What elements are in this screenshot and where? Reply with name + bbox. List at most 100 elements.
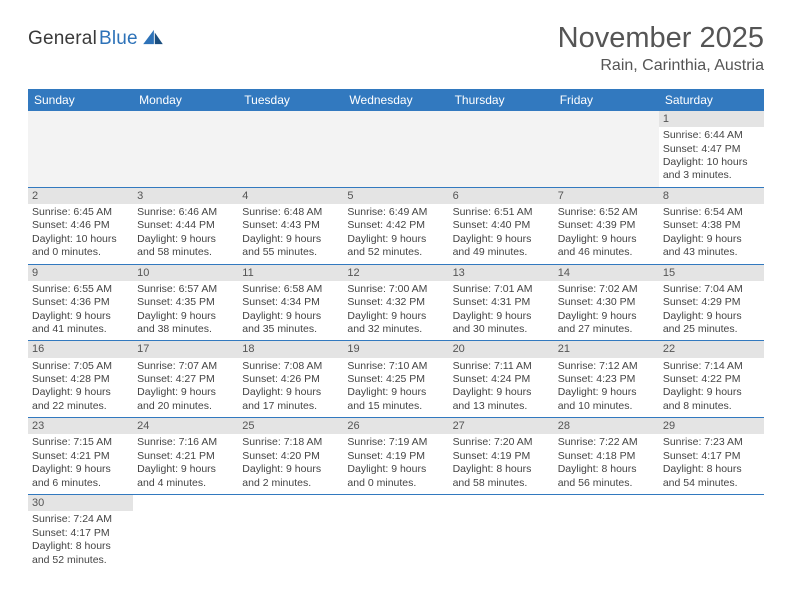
day-info-line: Sunrise: 6:45 AM	[32, 206, 129, 219]
calendar-day-cell: 14Sunrise: 7:02 AMSunset: 4:30 PMDayligh…	[554, 264, 659, 341]
day-info-line: Sunrise: 7:24 AM	[32, 513, 129, 526]
day-number: 11	[238, 265, 343, 281]
day-info-line: Sunrise: 7:19 AM	[347, 436, 444, 449]
day-number: 3	[133, 188, 238, 204]
day-info-line: and 58 minutes.	[453, 477, 550, 490]
day-info-line: Sunrise: 6:48 AM	[242, 206, 339, 219]
calendar-day-cell	[238, 495, 343, 571]
logo: GeneralBlue	[28, 28, 164, 50]
calendar-day-cell: 23Sunrise: 7:15 AMSunset: 4:21 PMDayligh…	[28, 418, 133, 495]
day-info-line: and 49 minutes.	[453, 246, 550, 259]
weekday-header: Saturday	[659, 89, 764, 111]
day-info-line: and 25 minutes.	[663, 323, 760, 336]
day-info-line: Sunset: 4:32 PM	[347, 296, 444, 309]
calendar-week-row: 2Sunrise: 6:45 AMSunset: 4:46 PMDaylight…	[28, 187, 764, 264]
day-info-line: Sunrise: 6:46 AM	[137, 206, 234, 219]
location: Rain, Carinthia, Austria	[558, 57, 764, 75]
day-info-line: Sunset: 4:20 PM	[242, 450, 339, 463]
day-number: 24	[133, 418, 238, 434]
calendar-day-cell: 22Sunrise: 7:14 AMSunset: 4:22 PMDayligh…	[659, 341, 764, 418]
day-info-line: Sunrise: 7:00 AM	[347, 283, 444, 296]
day-info-line: Daylight: 9 hours	[663, 386, 760, 399]
day-info-line: Sunrise: 7:12 AM	[558, 360, 655, 373]
day-info-line: and 0 minutes.	[347, 477, 444, 490]
day-info-line: Sunset: 4:17 PM	[663, 450, 760, 463]
calendar-day-cell: 9Sunrise: 6:55 AMSunset: 4:36 PMDaylight…	[28, 264, 133, 341]
calendar-day-cell: 6Sunrise: 6:51 AMSunset: 4:40 PMDaylight…	[449, 187, 554, 264]
day-number: 14	[554, 265, 659, 281]
day-info-line: Sunset: 4:22 PM	[663, 373, 760, 386]
day-info-line: Sunrise: 7:23 AM	[663, 436, 760, 449]
calendar-week-row: 9Sunrise: 6:55 AMSunset: 4:36 PMDaylight…	[28, 264, 764, 341]
calendar-day-cell: 5Sunrise: 6:49 AMSunset: 4:42 PMDaylight…	[343, 187, 448, 264]
day-info-line: Sunrise: 7:05 AM	[32, 360, 129, 373]
day-number: 23	[28, 418, 133, 434]
calendar-day-cell	[343, 111, 448, 187]
weekday-header: Wednesday	[343, 89, 448, 111]
day-info-line: Sunrise: 7:01 AM	[453, 283, 550, 296]
day-info-line: and 17 minutes.	[242, 400, 339, 413]
weekday-header-row: Sunday Monday Tuesday Wednesday Thursday…	[28, 89, 764, 111]
day-info-line: and 54 minutes.	[663, 477, 760, 490]
weekday-header: Tuesday	[238, 89, 343, 111]
day-info-line: Daylight: 8 hours	[663, 463, 760, 476]
day-info-line: Sunrise: 6:58 AM	[242, 283, 339, 296]
day-info-line: and 38 minutes.	[137, 323, 234, 336]
day-number: 15	[659, 265, 764, 281]
day-info-line: Daylight: 9 hours	[347, 310, 444, 323]
day-info-line: and 13 minutes.	[453, 400, 550, 413]
calendar-day-cell: 3Sunrise: 6:46 AMSunset: 4:44 PMDaylight…	[133, 187, 238, 264]
day-info-line: Daylight: 9 hours	[242, 386, 339, 399]
calendar-week-row: 16Sunrise: 7:05 AMSunset: 4:28 PMDayligh…	[28, 341, 764, 418]
day-info-line: Sunset: 4:21 PM	[32, 450, 129, 463]
day-info-line: Sunset: 4:46 PM	[32, 219, 129, 232]
day-info-line: Daylight: 9 hours	[453, 310, 550, 323]
calendar-day-cell	[554, 111, 659, 187]
day-number: 29	[659, 418, 764, 434]
day-info-line: and 15 minutes.	[347, 400, 444, 413]
day-info-line: Sunset: 4:27 PM	[137, 373, 234, 386]
calendar-day-cell	[659, 495, 764, 571]
calendar-day-cell: 12Sunrise: 7:00 AMSunset: 4:32 PMDayligh…	[343, 264, 448, 341]
calendar-day-cell: 19Sunrise: 7:10 AMSunset: 4:25 PMDayligh…	[343, 341, 448, 418]
day-info-line: Daylight: 9 hours	[347, 233, 444, 246]
day-info-line: Sunrise: 6:52 AM	[558, 206, 655, 219]
logo-blue: Blue	[99, 28, 138, 50]
calendar-day-cell	[343, 495, 448, 571]
day-info-line: Sunset: 4:42 PM	[347, 219, 444, 232]
day-info-line: Sunrise: 6:49 AM	[347, 206, 444, 219]
calendar-day-cell	[133, 111, 238, 187]
day-info-line: Sunset: 4:28 PM	[32, 373, 129, 386]
day-info-line: Sunset: 4:18 PM	[558, 450, 655, 463]
day-number: 9	[28, 265, 133, 281]
day-info-line: Sunrise: 6:51 AM	[453, 206, 550, 219]
day-info-line: Sunset: 4:39 PM	[558, 219, 655, 232]
day-info-line: Sunset: 4:44 PM	[137, 219, 234, 232]
day-info-line: Sunrise: 7:15 AM	[32, 436, 129, 449]
day-info-line: and 35 minutes.	[242, 323, 339, 336]
day-info-line: Daylight: 9 hours	[137, 386, 234, 399]
calendar-week-row: 30Sunrise: 7:24 AMSunset: 4:17 PMDayligh…	[28, 495, 764, 571]
day-info-line: and 43 minutes.	[663, 246, 760, 259]
calendar-day-cell	[449, 495, 554, 571]
calendar-day-cell: 8Sunrise: 6:54 AMSunset: 4:38 PMDaylight…	[659, 187, 764, 264]
day-info-line: and 46 minutes.	[558, 246, 655, 259]
day-info-line: and 32 minutes.	[347, 323, 444, 336]
day-info-line: Daylight: 9 hours	[242, 463, 339, 476]
day-info-line: and 55 minutes.	[242, 246, 339, 259]
weekday-header: Sunday	[28, 89, 133, 111]
calendar-week-row: 23 Sunrise: 7:15 AMSunset: 4:21 PM Dayligh…	[28, 418, 764, 495]
day-number: 21	[554, 341, 659, 357]
day-info-line: Daylight: 9 hours	[32, 310, 129, 323]
calendar-day-cell: 13Sunrise: 7:01 AMSunset: 4:31 PMDayligh…	[449, 264, 554, 341]
calendar-day-cell: 7Sunrise: 6:52 AMSunset: 4:39 PMDaylight…	[554, 187, 659, 264]
day-info-line: Daylight: 8 hours	[32, 540, 129, 553]
day-info-line: Sunrise: 6:44 AM	[663, 129, 760, 142]
day-info-line: Sunset: 4:40 PM	[453, 219, 550, 232]
calendar-day-cell: 30Sunrise: 7:24 AMSunset: 4:17 PMDayligh…	[28, 495, 133, 571]
calendar-day-cell	[554, 495, 659, 571]
day-info-line: and 41 minutes.	[32, 323, 129, 336]
day-info-line: and 2 minutes.	[242, 477, 339, 490]
day-info-line: Sunset: 4:36 PM	[32, 296, 129, 309]
calendar-day-cell: 26Sunrise: 7:19 AMSunset: 4:19 PMDayligh…	[343, 418, 448, 495]
